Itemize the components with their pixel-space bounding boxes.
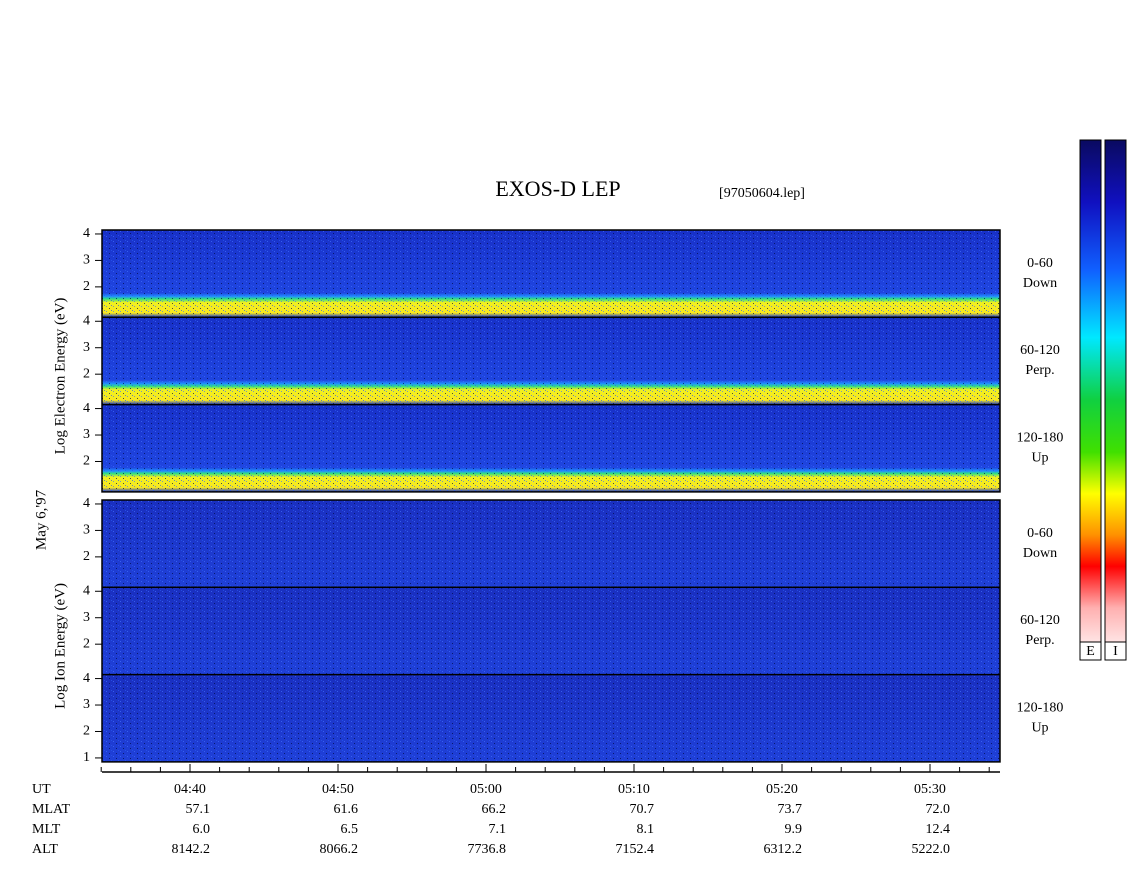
y-tick-label: 2 — [83, 279, 90, 294]
y-tick-label: 4 — [83, 496, 90, 511]
colorbar-label: E — [1086, 644, 1095, 659]
ephemeris-value: 6312.2 — [764, 842, 803, 857]
ephemeris-value: 8.1 — [637, 822, 655, 837]
y-tick-label: 2 — [83, 549, 90, 564]
row-label: UT — [32, 782, 51, 797]
y-axis-label: Log Ion Energy (eV) — [52, 583, 68, 709]
title: EXOS-D LEP — [495, 176, 620, 201]
spectrogram-noise — [102, 500, 1000, 588]
ephemeris-value: 7.1 — [489, 822, 507, 837]
channel-sublabel: Perp. — [1025, 633, 1054, 648]
channel-label: 0-60 — [1027, 256, 1053, 271]
channel-sublabel: Down — [1023, 276, 1057, 291]
channel-sublabel: Down — [1023, 546, 1057, 561]
spectrogram-noise — [102, 317, 1000, 405]
ephemeris-value: 5222.0 — [912, 842, 951, 857]
y-tick-label: 3 — [83, 427, 90, 442]
y-tick-label: 2 — [83, 724, 90, 739]
y-tick-label: 1 — [83, 750, 90, 765]
y-tick-label: 3 — [83, 253, 90, 268]
time-label: 04:40 — [174, 782, 206, 797]
y-tick-label: 3 — [83, 610, 90, 625]
y-tick-label: 2 — [83, 636, 90, 651]
y-tick-label: 4 — [83, 583, 90, 598]
spectrogram-noise — [102, 674, 1000, 762]
time-label: 05:00 — [470, 782, 502, 797]
time-label: 05:30 — [914, 782, 946, 797]
ephemeris-value: 7736.8 — [468, 842, 507, 857]
time-label: 04:50 — [322, 782, 354, 797]
ephemeris-value: 6.5 — [341, 822, 359, 837]
y-tick-label: 4 — [83, 226, 90, 241]
ephemeris-value: 9.9 — [785, 822, 803, 837]
channel-label: 120-180 — [1017, 700, 1064, 715]
colorbar-label-box — [1079, 641, 1102, 661]
y-tick-label: 4 — [83, 313, 90, 328]
row-label: MLAT — [32, 802, 71, 817]
time-label: 05:10 — [618, 782, 650, 797]
ephemeris-value: 12.4 — [926, 822, 951, 837]
y-tick-label: 3 — [83, 340, 90, 355]
file-name: [97050604.lep] — [719, 186, 805, 201]
ephemeris-value: 73.7 — [778, 802, 803, 817]
y-tick-label: 2 — [83, 366, 90, 381]
colorbar-label-box — [1104, 641, 1127, 661]
y-tick-label: 4 — [83, 401, 90, 416]
ephemeris-value: 57.1 — [186, 802, 211, 817]
panel-frame — [101, 229, 1001, 493]
row-label: MLT — [32, 822, 61, 837]
channel-sublabel: Up — [1031, 720, 1048, 735]
colorbar-label: I — [1113, 644, 1118, 659]
y-tick-label: 2 — [83, 454, 90, 469]
spectrogram-noise — [102, 587, 1000, 675]
ephemeris-value: 6.0 — [193, 822, 211, 837]
y-axis-label: Log Electron Energy (eV) — [52, 298, 68, 455]
ephemeris-value: 8066.2 — [320, 842, 359, 857]
ephemeris-value: 61.6 — [334, 802, 359, 817]
y-tick-label: 4 — [83, 671, 90, 686]
colorbar — [1104, 139, 1127, 661]
date-label: May 6,'97 — [33, 489, 49, 550]
ephemeris-value: 72.0 — [926, 802, 951, 817]
plots: 2 3 4 0-60 Down 2 3 4 60-120 Perp. 2 3 4 120-180 Up Log… — [52, 226, 1064, 773]
y-tick-label: 3 — [83, 523, 90, 538]
ephemeris-value: 8142.2 — [172, 842, 211, 857]
ephemeris: UT MLAT MLT ALT 04:40 57.1 6.0 8142.2 04:50 61.6 6… — [32, 782, 950, 857]
ephemeris-value: 7152.4 — [616, 842, 655, 857]
time-label: 05:20 — [766, 782, 798, 797]
panel-frame — [101, 499, 1001, 763]
ephemeris-value: 66.2 — [482, 802, 507, 817]
y-tick-label: 3 — [83, 697, 90, 712]
channel-label: 0-60 — [1027, 526, 1053, 541]
channel-sublabel: Up — [1031, 450, 1048, 465]
spectrogram-noise — [102, 230, 1000, 318]
spectrogram-noise — [102, 404, 1000, 492]
row-label: ALT — [32, 842, 58, 857]
ephemeris-value: 70.7 — [630, 802, 655, 817]
channel-label: 120-180 — [1017, 430, 1064, 445]
channel-sublabel: Perp. — [1025, 363, 1054, 378]
channel-label: 60-120 — [1020, 613, 1060, 628]
colorbar — [1079, 139, 1102, 661]
channel-label: 60-120 — [1020, 343, 1060, 358]
